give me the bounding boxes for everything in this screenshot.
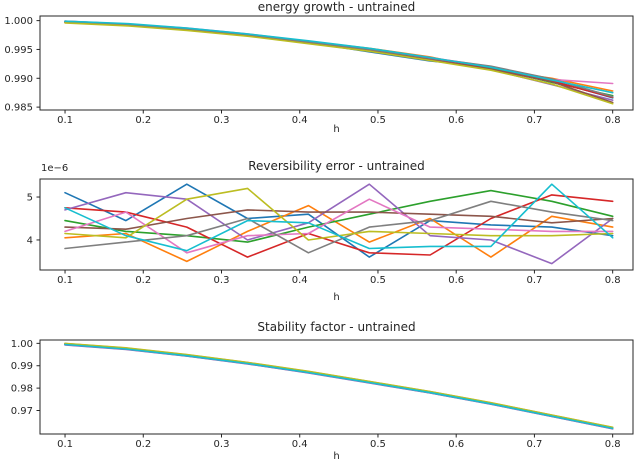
y-tick-label: 0.995 [4,45,33,56]
x-axis-label-energy-growth: h [333,124,340,135]
x-tick-label: 0.7 [526,115,542,126]
plot-title-reversibility-error: Reversibility error - untrained [248,159,425,173]
x-tick-label: 0.7 [526,275,542,286]
x-axis-label-stability-factor: h [333,451,340,462]
axes-frame [39,15,634,111]
series-line-olive [64,22,614,105]
x-tick-label: 0.2 [135,439,151,450]
plot-title-energy-growth: energy growth - untrained [257,0,416,14]
x-tick-label: 0.4 [292,439,308,450]
y-tick-label: 0.98 [11,384,33,395]
series-line-pink [64,198,614,254]
plot-title-stability-factor: Stability factor - untrained [257,320,416,334]
series-line-orange [64,204,614,263]
series-line-brown [64,209,614,230]
x-tick-label: 0.6 [448,275,464,286]
series-line-gray [64,342,614,429]
x-tick-label: 0.4 [292,115,308,126]
y-tick-label: 1.00 [11,339,33,350]
x-tick-label: 0.5 [370,439,386,450]
x-tick-label: 0.2 [135,275,151,286]
series-line-orange [64,21,614,92]
x-tick-label: 0.1 [57,275,73,286]
x-tick-label: 0.5 [370,275,386,286]
series-line-cyan [64,183,614,252]
axes-frame [39,339,634,435]
y-tick-label: 0.99 [11,361,33,372]
y-tick-label: 0.97 [11,406,33,417]
y-tick-label: 1.000 [4,16,33,27]
series-line-green [64,189,614,243]
series-line-green [64,20,614,97]
series-line-cyan [64,343,614,430]
x-tick-label: 0.6 [448,115,464,126]
series-line-pink [64,343,614,430]
series-line-red [64,20,614,99]
series-line-purple [64,344,614,430]
x-tick-label: 0.1 [57,439,73,450]
y-axis-offset-label: 1e−6 [41,163,69,174]
series-line-gray [64,200,614,254]
series-line-cyan [64,20,614,94]
series-line-green [64,343,614,430]
y-tick-label: 0.985 [4,103,33,114]
series-line-purple [64,183,614,265]
series-line-blue [64,20,614,99]
series-line-brown [64,21,614,104]
series-line-orange [64,343,614,429]
series-line-brown [64,342,614,429]
x-tick-label: 0.8 [605,275,621,286]
x-tick-label: 0.1 [57,115,73,126]
x-tick-label: 0.2 [135,115,151,126]
x-tick-label: 0.7 [526,439,542,450]
x-tick-label: 0.6 [448,439,464,450]
y-tick-label: 4 [27,235,33,246]
series-line-gray [64,20,614,98]
x-tick-label: 0.8 [605,439,621,450]
series-line-red [64,343,614,430]
x-tick-label: 0.5 [370,115,386,126]
x-tick-label: 0.3 [214,115,230,126]
x-axis-label-reversibility-error: h [333,292,340,303]
x-tick-label: 0.4 [292,275,308,286]
x-tick-label: 0.8 [605,115,621,126]
y-tick-label: 0.990 [4,74,33,85]
series-line-olive [64,342,614,429]
series-line-blue [64,343,614,430]
series-line-purple [64,20,614,101]
x-tick-label: 0.3 [214,439,230,450]
x-tick-label: 0.3 [214,275,230,286]
y-tick-label: 5 [27,193,33,204]
axes-frame [39,178,634,271]
